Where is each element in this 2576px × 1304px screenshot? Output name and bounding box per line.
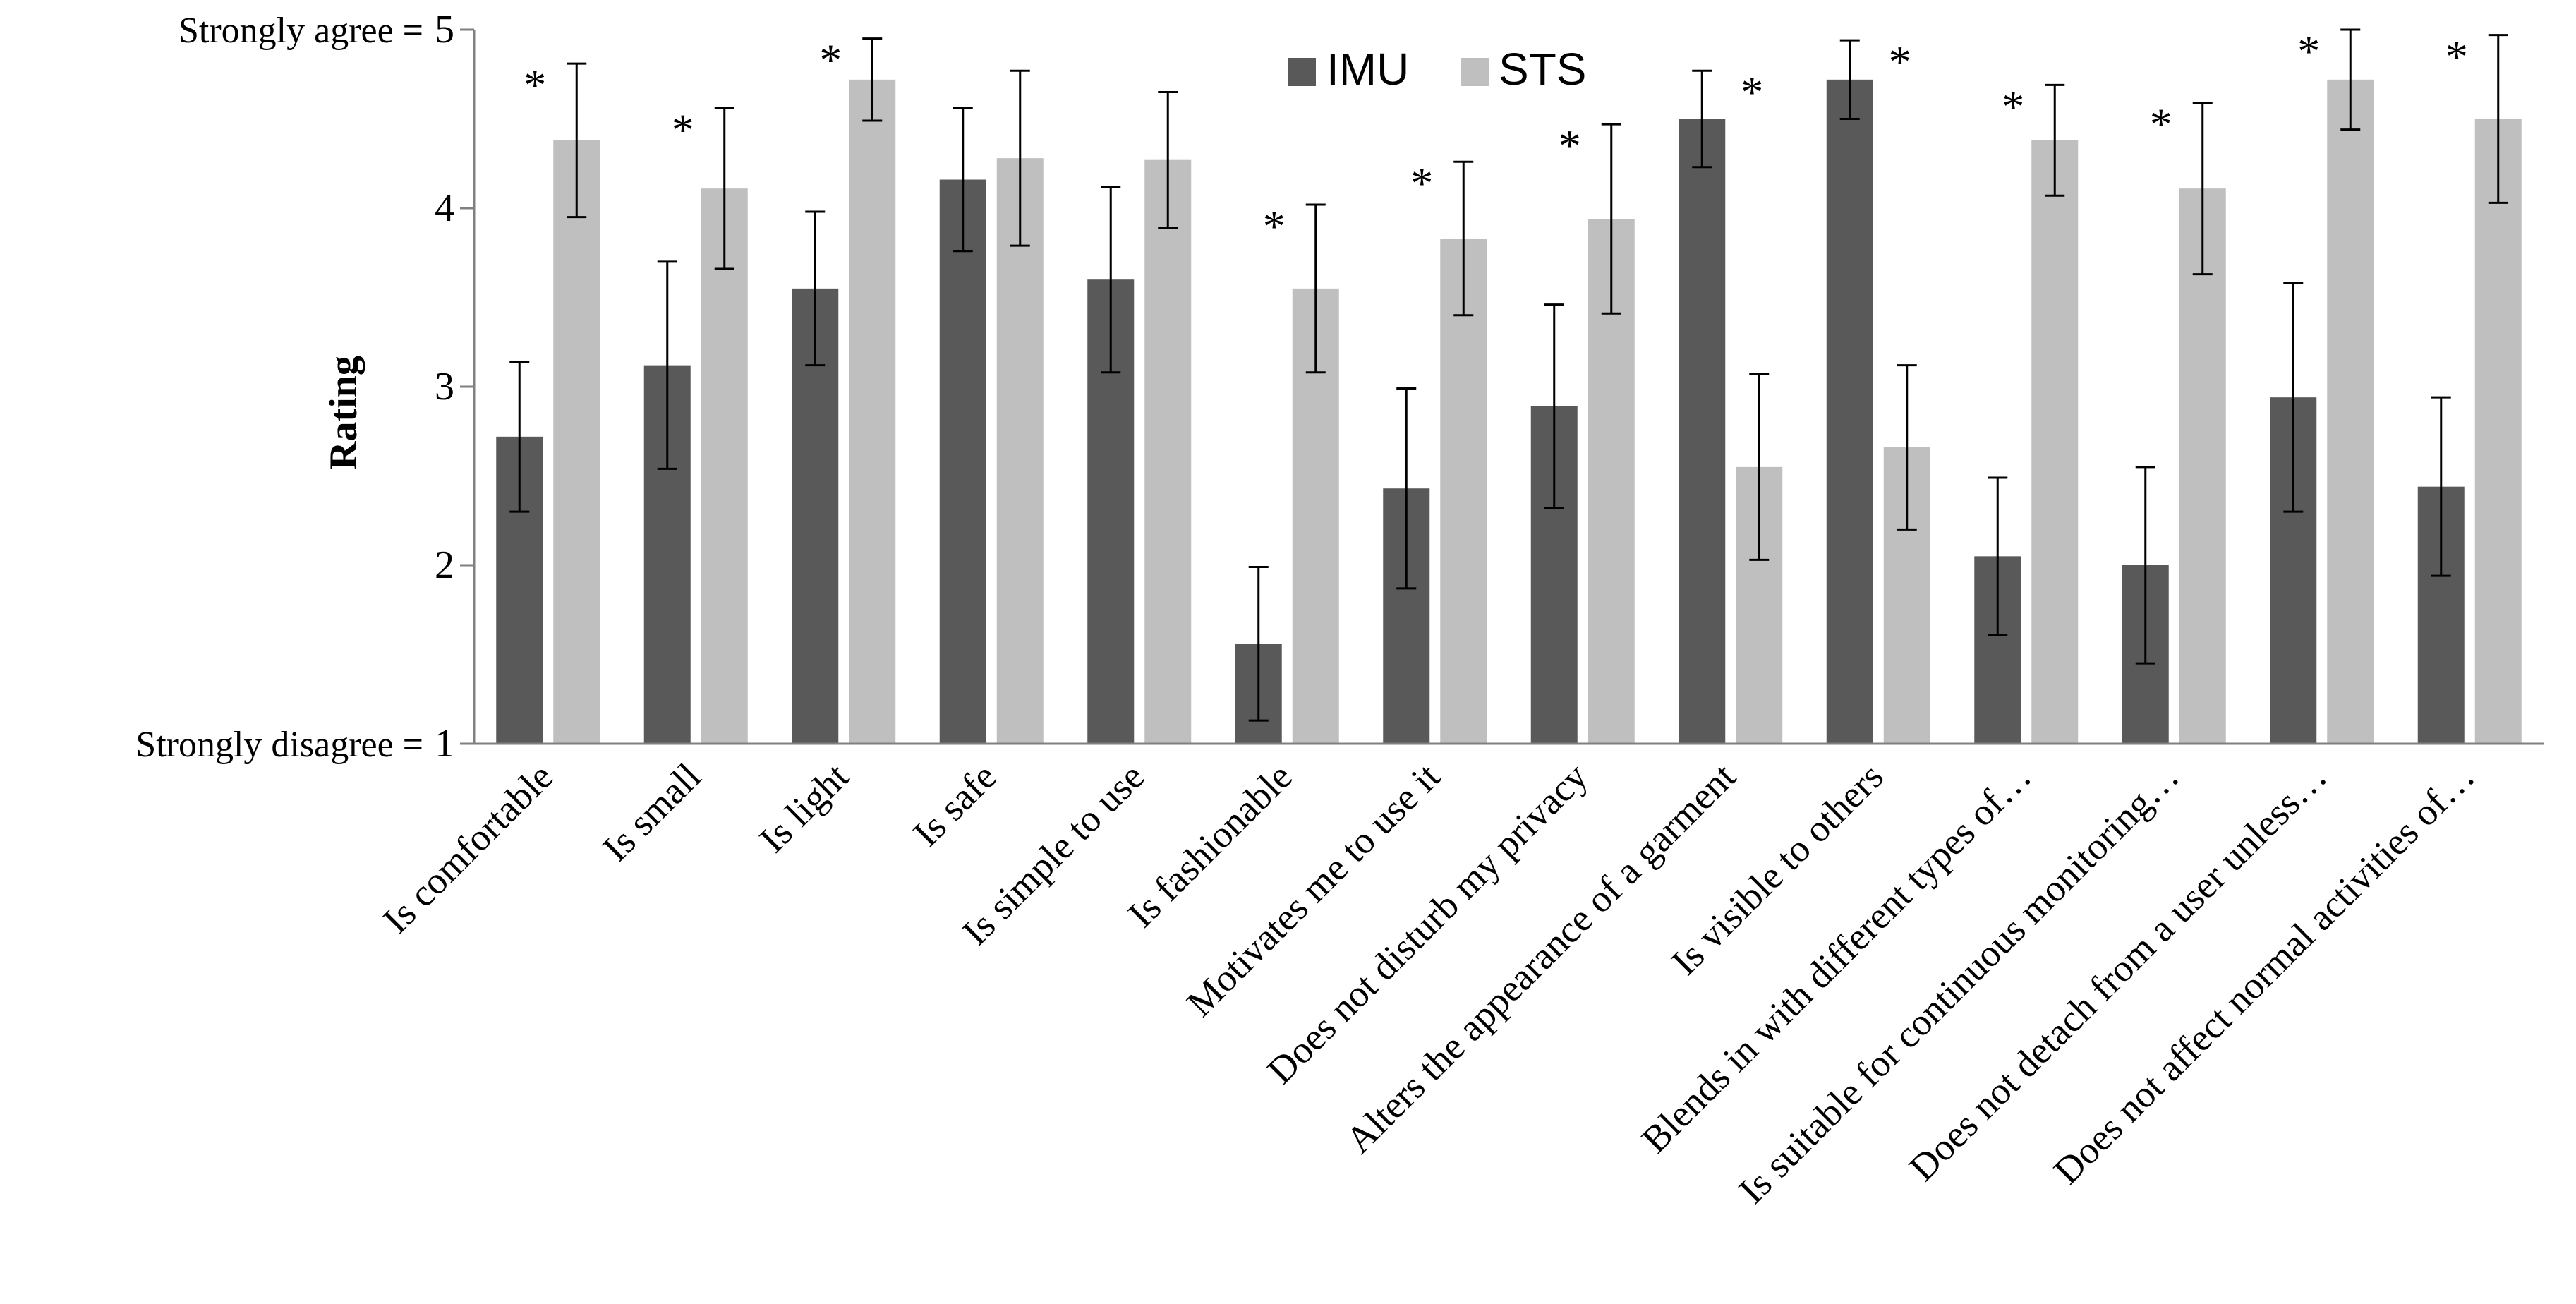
bar-sts-does-not-affect-normal-activities-of: [2474, 119, 2522, 744]
bars-layer: [496, 28, 2522, 744]
bar-imu-is-visible-to-others: [1826, 79, 1873, 744]
bar-imu-is-safe: [939, 179, 986, 744]
bar-sts-is-light: [849, 79, 896, 744]
y-axis-label: Rating: [322, 356, 365, 470]
y-tick-label: 1: [435, 722, 454, 766]
bar-sts-is-small: [701, 188, 748, 744]
bar-sts-blends-in-with-different-types-of: [2031, 140, 2079, 744]
significance-marker: *: [2445, 32, 2468, 82]
bar-sts-is-simple-to-use: [1144, 159, 1192, 744]
significance-marker: *: [1559, 121, 1581, 171]
bar-sts-is-comfortable: [553, 140, 600, 744]
legend-label-imu: IMU: [1326, 44, 1409, 95]
significance-marker: *: [2297, 26, 2320, 76]
significance-marker: *: [1741, 67, 1763, 117]
axis-layer: [460, 28, 2544, 745]
significance-marker: *: [672, 104, 694, 155]
y-tick-prefix-label: Strongly agree =: [179, 11, 423, 51]
y-tick-prefix-label: Strongly disagree =: [135, 725, 423, 765]
significance-marker: *: [524, 60, 546, 110]
bar-sts-does-not-detach-from-a-user-unless: [2327, 79, 2374, 744]
significance-marker: *: [2002, 81, 2024, 131]
y-tick-label: 4: [435, 186, 454, 230]
significance-marker: *: [2150, 99, 2172, 150]
bar-sts-motivates-me-to-use-it: [1440, 239, 1487, 744]
y-tick-label: 3: [435, 365, 454, 409]
legend-label-sts: STS: [1499, 44, 1586, 95]
bar-sts-is-suitable-for-continuous-monitoring: [2179, 188, 2226, 744]
legend: IMU STS: [1288, 44, 1586, 95]
x-tick-label: Motivates me to use it: [1178, 755, 1448, 1025]
x-tick-label: Is comfortable: [375, 755, 561, 941]
y-tick-label: 2: [435, 543, 454, 587]
significance-marker: *: [1889, 37, 1911, 87]
x-tick-label: Is small: [594, 755, 708, 869]
significance-marker: *: [819, 35, 842, 85]
bar-imu-alters-the-appearance-of-a-garment: [1679, 119, 1726, 744]
legend-swatch-sts: [1461, 58, 1489, 86]
bar-sts-is-safe: [996, 158, 1044, 744]
y-tick-label: 5: [435, 8, 454, 52]
significance-marker: *: [1263, 201, 1286, 251]
significance-marker: *: [1410, 158, 1433, 208]
x-tick-label: Is safe: [905, 755, 1005, 855]
x-tick-label: Is light: [751, 755, 857, 861]
legend-swatch-imu: [1288, 58, 1316, 86]
